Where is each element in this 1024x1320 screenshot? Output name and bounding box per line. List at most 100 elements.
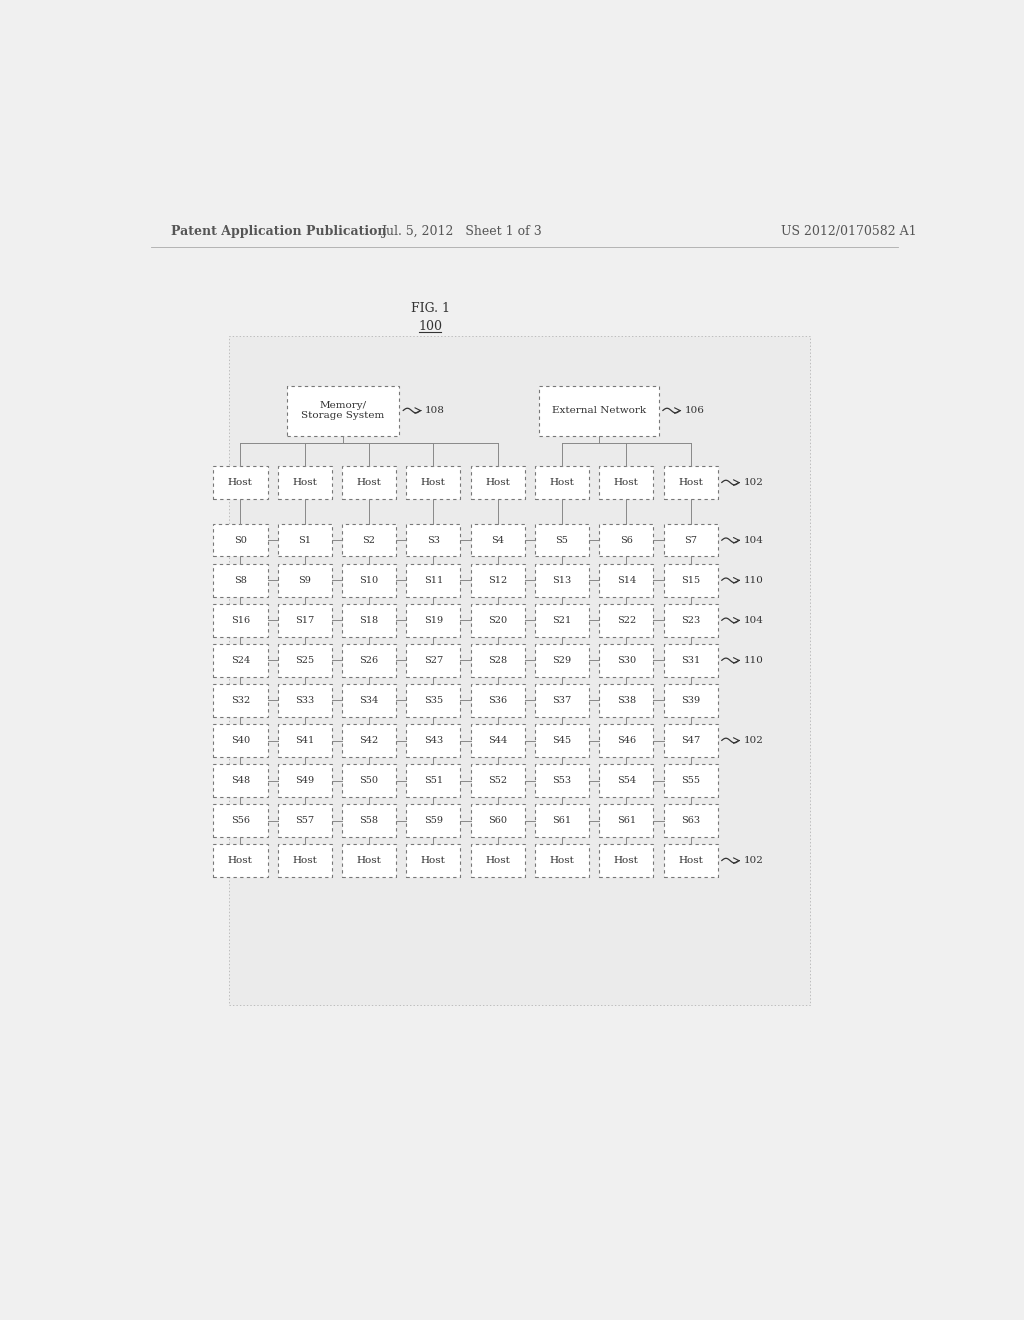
Text: Host: Host [228, 478, 253, 487]
Bar [664, 644, 718, 677]
Bar [213, 524, 267, 557]
Text: 100: 100 [418, 319, 442, 333]
Bar [535, 804, 589, 837]
Bar [407, 804, 461, 837]
Bar [213, 804, 267, 837]
Bar [599, 804, 653, 837]
Text: S30: S30 [616, 656, 636, 665]
Bar [471, 725, 524, 756]
Bar [599, 845, 653, 876]
Text: S14: S14 [616, 576, 636, 585]
Text: S45: S45 [552, 737, 571, 744]
Text: 102: 102 [743, 737, 763, 744]
Bar [213, 564, 267, 597]
Text: 102: 102 [743, 478, 763, 487]
Bar [664, 764, 718, 797]
Bar [664, 725, 718, 756]
Bar [407, 605, 461, 636]
Text: S43: S43 [424, 737, 443, 744]
Text: 104: 104 [743, 536, 763, 545]
Bar [664, 524, 718, 557]
Bar [535, 725, 589, 756]
Bar [342, 644, 396, 677]
Text: S39: S39 [681, 696, 700, 705]
Text: S33: S33 [295, 696, 314, 705]
Bar [278, 725, 332, 756]
Bar [287, 385, 399, 436]
Text: External Network: External Network [552, 407, 646, 414]
Bar [342, 725, 396, 756]
Text: S25: S25 [295, 656, 314, 665]
Text: S1: S1 [298, 536, 311, 545]
Bar [664, 564, 718, 597]
Bar [213, 644, 267, 677]
Text: S37: S37 [552, 696, 571, 705]
Bar [535, 845, 589, 876]
Text: Host: Host [550, 857, 574, 865]
Text: Host: Host [613, 857, 639, 865]
Bar [278, 804, 332, 837]
Bar [228, 335, 810, 1006]
Text: S12: S12 [488, 576, 507, 585]
Text: Host: Host [613, 478, 639, 487]
Text: S28: S28 [488, 656, 507, 665]
Text: S32: S32 [230, 696, 250, 705]
Text: Host: Host [292, 857, 317, 865]
Bar [278, 845, 332, 876]
Bar [407, 644, 461, 677]
Bar [535, 644, 589, 677]
Text: S48: S48 [230, 776, 250, 785]
Bar [342, 605, 396, 636]
Bar [471, 684, 524, 717]
Text: 106: 106 [684, 407, 705, 414]
Text: S26: S26 [359, 656, 379, 665]
Text: S59: S59 [424, 816, 442, 825]
Bar [471, 564, 524, 597]
Text: S36: S36 [488, 696, 507, 705]
Text: S21: S21 [552, 616, 571, 624]
Bar [278, 764, 332, 797]
Bar [278, 466, 332, 499]
Text: S49: S49 [295, 776, 314, 785]
Bar [213, 605, 267, 636]
Bar [535, 564, 589, 597]
Text: Host: Host [678, 857, 703, 865]
Text: Jul. 5, 2012   Sheet 1 of 3: Jul. 5, 2012 Sheet 1 of 3 [381, 224, 542, 238]
Text: S44: S44 [488, 737, 507, 744]
Text: S35: S35 [424, 696, 443, 705]
Text: Host: Host [356, 857, 382, 865]
Text: S10: S10 [359, 576, 379, 585]
Text: Host: Host [228, 857, 253, 865]
Text: Patent Application Publication: Patent Application Publication [171, 224, 386, 238]
Text: S0: S0 [233, 536, 247, 545]
Text: S31: S31 [681, 656, 700, 665]
Text: S56: S56 [230, 816, 250, 825]
Text: S5: S5 [556, 536, 568, 545]
Text: S17: S17 [295, 616, 314, 624]
Bar [278, 644, 332, 677]
Bar [471, 644, 524, 677]
Bar [535, 466, 589, 499]
Text: S24: S24 [230, 656, 250, 665]
Bar [599, 564, 653, 597]
Text: S47: S47 [681, 737, 700, 744]
Text: S60: S60 [488, 816, 507, 825]
Text: S46: S46 [616, 737, 636, 744]
Text: S41: S41 [295, 737, 314, 744]
Text: S23: S23 [681, 616, 700, 624]
Bar [599, 684, 653, 717]
Bar [664, 845, 718, 876]
Bar [342, 524, 396, 557]
Text: S52: S52 [488, 776, 507, 785]
Bar [342, 564, 396, 597]
Bar [599, 605, 653, 636]
Bar [599, 764, 653, 797]
Bar [664, 804, 718, 837]
Bar [407, 845, 461, 876]
Bar [471, 764, 524, 797]
Text: Host: Host [485, 857, 510, 865]
Bar [342, 804, 396, 837]
Text: S54: S54 [616, 776, 636, 785]
Text: S40: S40 [230, 737, 250, 744]
Bar [535, 524, 589, 557]
